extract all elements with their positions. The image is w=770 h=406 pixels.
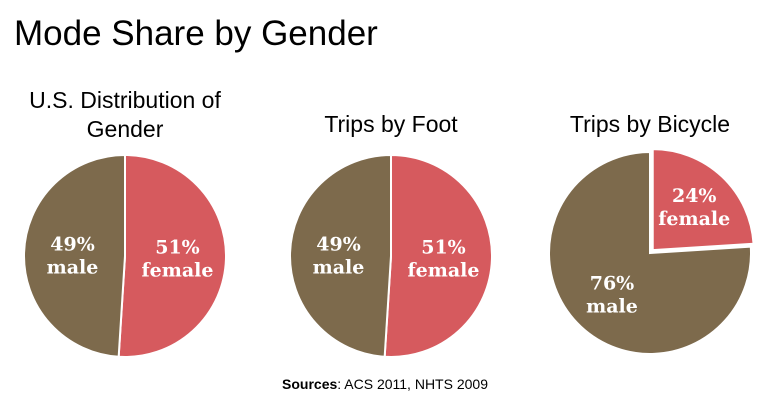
chart-title-line: U.S. Distribution of <box>29 87 221 113</box>
slice-label-male: 49% male <box>47 233 99 278</box>
slice-label-female: 51% female <box>142 237 214 282</box>
chart-title-us-distribution: U.S. Distribution of Gender <box>5 86 245 144</box>
slice-percent: 49% <box>316 233 361 255</box>
slice-category: female <box>658 208 730 230</box>
slice-category: female <box>142 260 214 282</box>
chart-title-trips-by-bicycle: Trips by Bicycle <box>530 110 770 139</box>
slice-label-male: 49% male <box>313 233 365 278</box>
sources-label: Sources <box>282 376 338 392</box>
pie-slice-female <box>117 153 227 358</box>
chart-title-line: Gender <box>86 116 164 142</box>
slice-percent: 49% <box>50 233 95 255</box>
slice-percent: 24% <box>672 185 717 207</box>
pie-slice-female <box>383 153 493 358</box>
pie-us-distribution: 51% female 49% male <box>23 153 227 358</box>
sources-note: Sources: ACS 2011, NHTS 2009 <box>0 375 770 393</box>
slice-label-female: 24% female <box>658 185 730 230</box>
slice-category: female <box>408 260 480 282</box>
slice-percent: 51% <box>155 237 200 259</box>
slice-label-female: 51% female <box>408 237 480 282</box>
slice-percent: 76% <box>590 272 635 294</box>
slice-category: male <box>586 295 638 317</box>
slice-category: male <box>313 256 365 278</box>
slice-label-male: 76% male <box>586 272 638 317</box>
sources-text: : ACS 2011, NHTS 2009 <box>337 376 488 392</box>
pie-slice-male <box>23 153 126 358</box>
pie-slice-male <box>548 150 752 355</box>
pie-trips-by-foot: 51% female 49% male <box>289 153 493 358</box>
chart-title-trips-by-foot: Trips by Foot <box>271 110 511 139</box>
chart-title-line: Trips by Bicycle <box>569 111 731 137</box>
page-title: Mode Share by Gender <box>14 14 378 53</box>
chart-title-line: Trips by Foot <box>324 111 458 137</box>
slice-percent: 51% <box>421 237 466 259</box>
slice-category: male <box>47 256 99 278</box>
pie-slice-female <box>651 148 755 252</box>
pie-trips-by-bicycle: 24% female 76% male <box>548 148 755 355</box>
pie-slice-male <box>289 153 392 358</box>
